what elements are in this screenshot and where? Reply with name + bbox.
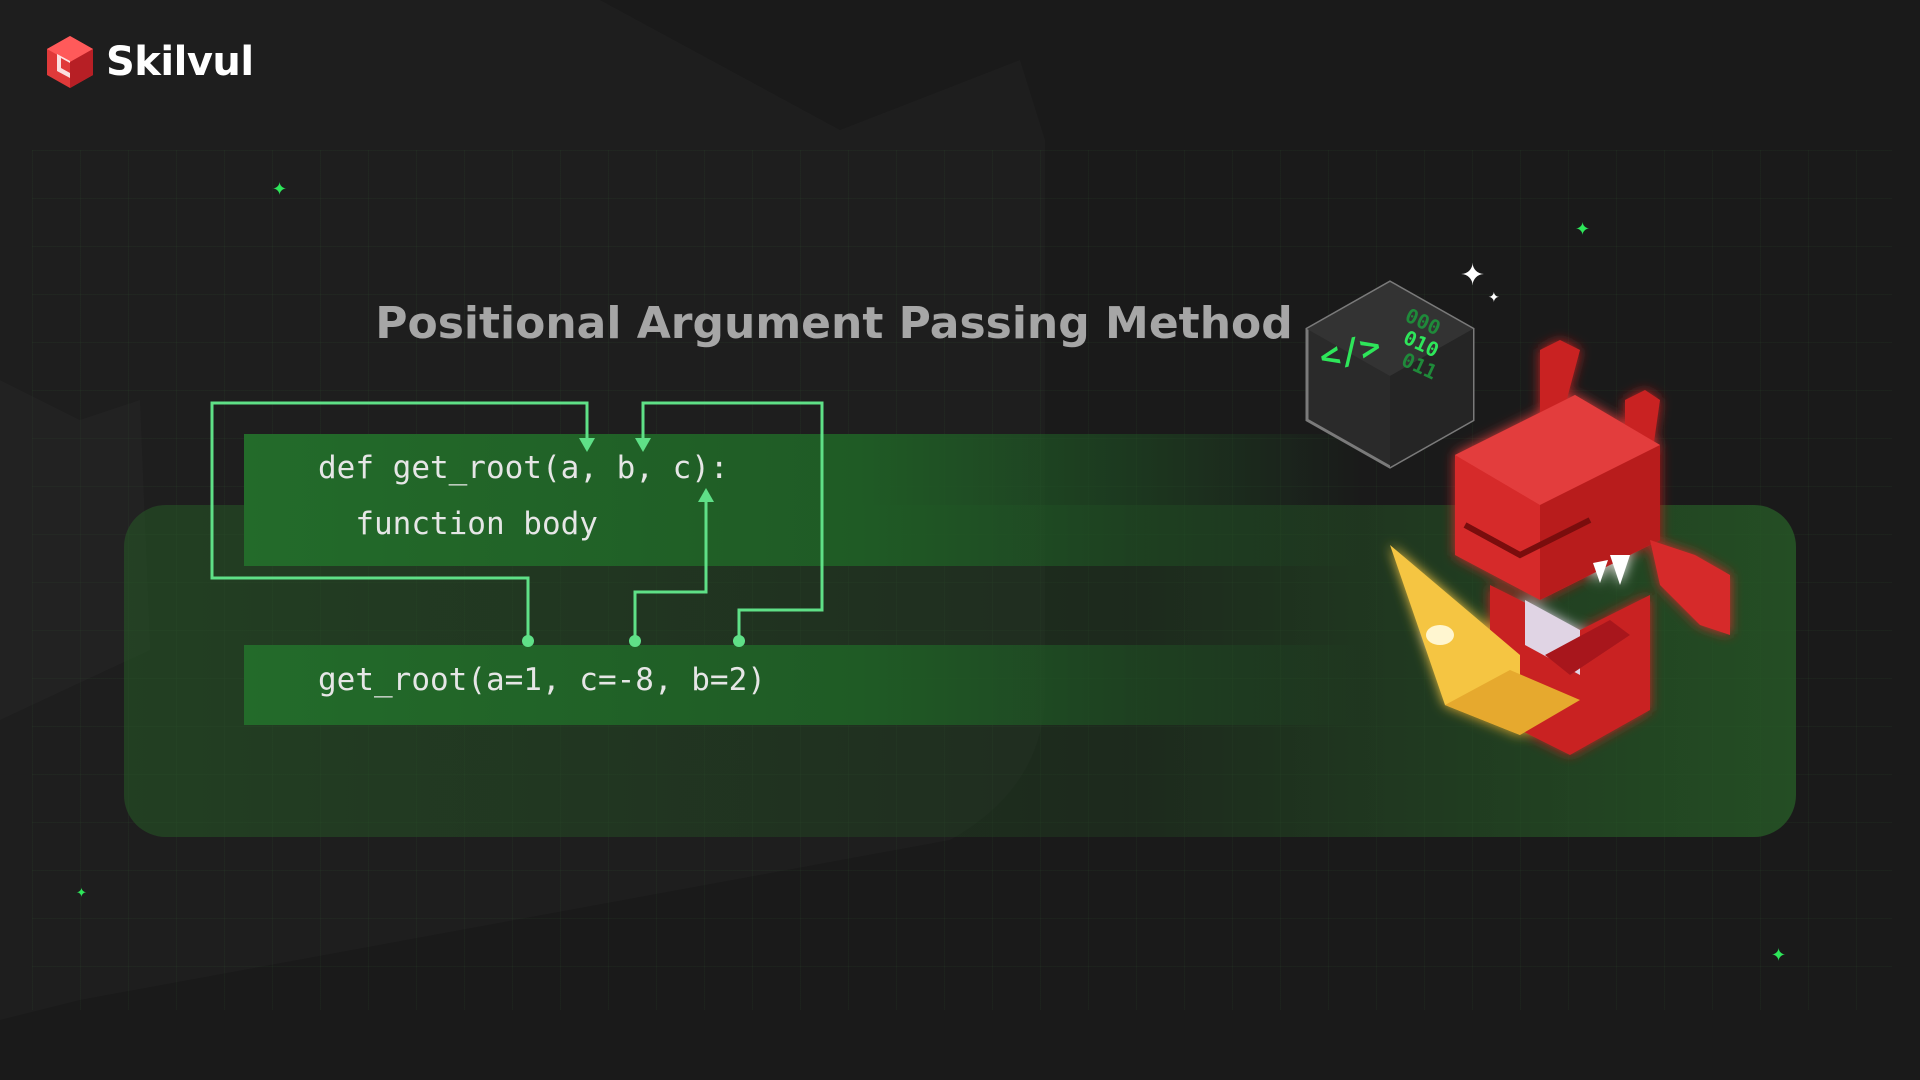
sparkle-icon: ✦ bbox=[1575, 219, 1591, 240]
connector-a bbox=[210, 401, 589, 640]
page-title: Positional Argument Passing Method bbox=[375, 298, 1293, 349]
connector-c bbox=[633, 498, 708, 640]
brand-name: Skilvul bbox=[106, 39, 254, 85]
definition-line: def get_root(a, b, c): bbox=[318, 450, 729, 486]
red-cube-icon bbox=[47, 36, 93, 88]
function-definition-box bbox=[244, 434, 1364, 566]
arrowhead-c bbox=[698, 488, 714, 502]
call-line: get_root(a=1, c=-8, b=2) bbox=[318, 662, 766, 698]
connector-dot-c bbox=[629, 635, 641, 647]
brand-logo[interactable]: Skilvul bbox=[44, 34, 254, 90]
connector-dot-b bbox=[733, 635, 745, 647]
function-body-line: function body bbox=[318, 506, 598, 542]
connector-dot-a bbox=[522, 635, 534, 647]
connector-b bbox=[641, 401, 824, 640]
arrowhead-b bbox=[635, 438, 651, 452]
sparkle-icon: ✦ bbox=[272, 179, 288, 200]
arrowhead-a bbox=[579, 438, 595, 452]
code-cube-icon: </> 000 010 011 bbox=[1305, 280, 1475, 469]
sparkle-icon: ✦ bbox=[1771, 945, 1787, 966]
red-dragon-mascot: </> 000 010 011 ✦ ✦ bbox=[1305, 258, 1730, 755]
function-call-box bbox=[244, 645, 1364, 725]
sparkle-icon: ✦ bbox=[76, 886, 87, 901]
white-sparkle-icon: ✦ bbox=[1460, 258, 1485, 293]
svg-text:✦: ✦ bbox=[1488, 290, 1500, 306]
